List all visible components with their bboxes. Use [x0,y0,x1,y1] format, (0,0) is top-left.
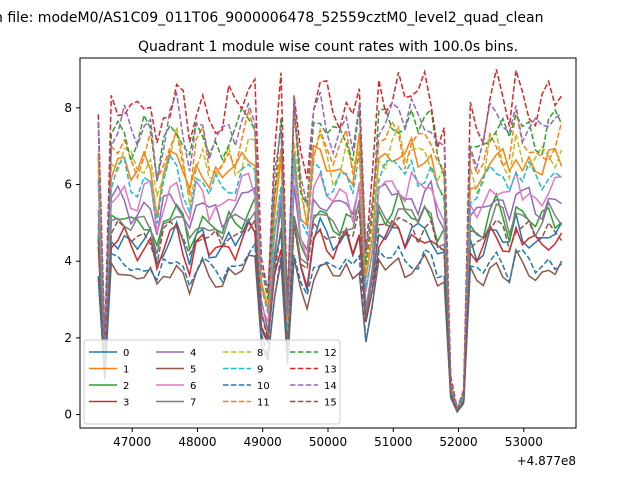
legend-label-8: 8 [257,348,263,359]
x-offset-label: +4.877e8 [517,454,576,468]
legend-label-1: 1 [123,365,129,376]
legend-label-10: 10 [257,381,270,392]
y-tick-label: 8 [64,101,72,115]
x-tick-label: 51000 [374,435,412,449]
x-tick-label: 53000 [505,435,543,449]
x-tick-label: 50000 [309,435,347,449]
file-suptitle: n file: modeM0/AS1C09_011T06_9000006478_… [0,10,543,26]
x-tick-label: 49000 [244,435,282,449]
x-tick-label: 48000 [178,435,216,449]
legend-label-15: 15 [324,398,337,409]
legend-label-13: 13 [324,365,337,376]
legend-label-12: 12 [324,348,337,359]
legend-label-2: 2 [123,381,129,392]
legend-label-4: 4 [190,348,196,359]
x-tick-label: 52000 [439,435,477,449]
series-line-6 [97,166,562,413]
series-line-11 [97,107,563,413]
legend-label-11: 11 [257,398,270,409]
y-tick-label: 4 [64,254,72,268]
series-line-10 [97,241,563,414]
series-line-15 [97,209,563,413]
legend-label-14: 14 [324,381,337,392]
legend-label-9: 9 [257,365,263,376]
x-tick-label: 47000 [113,435,151,449]
series-line-2 [97,189,563,413]
chart-title: Quadrant 1 module wise count rates with … [138,39,518,55]
legend-label-5: 5 [190,365,196,376]
legend-label-3: 3 [123,398,129,409]
legend-label-7: 7 [190,398,196,409]
series-line-4 [97,179,563,413]
series-line-14 [97,90,563,412]
series-line-5 [97,247,563,414]
series-line-9 [97,152,563,412]
series-line-12 [97,105,563,412]
y-tick-label: 2 [64,331,72,345]
y-tick-label: 6 [64,178,72,192]
legend [83,339,341,425]
legend-label-0: 0 [123,348,129,359]
y-tick-label: 0 [64,408,72,422]
legend-label-6: 6 [190,381,196,392]
